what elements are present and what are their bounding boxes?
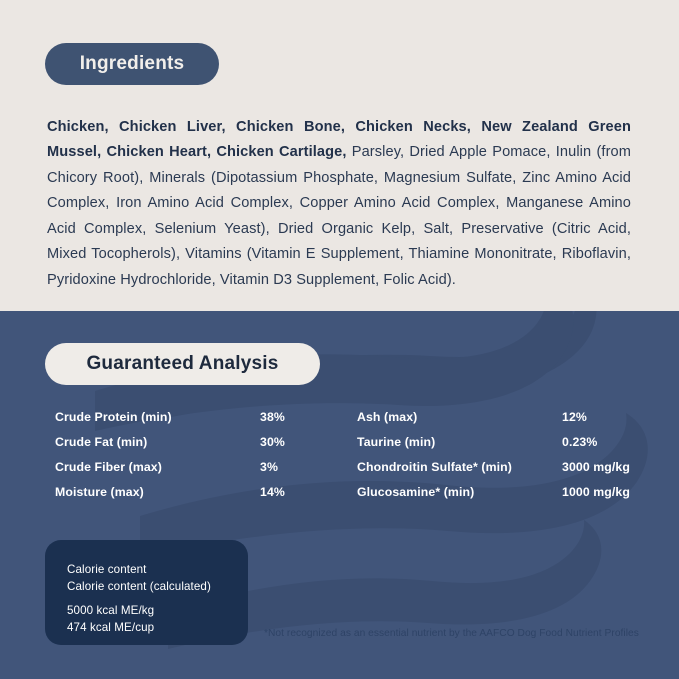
guaranteed-analysis-table: Crude Protein (min) 38% Ash (max) 12% Cr… xyxy=(55,404,655,504)
nutrient-label: Crude Fat (min) xyxy=(55,434,148,449)
table-row: Crude Protein (min) 38% Ash (max) 12% xyxy=(55,404,655,429)
ingredients-secondary-text: Parsley, Dried Apple Pomace, Inulin (fro… xyxy=(47,144,631,288)
nutrient-value: 1000 mg/kg xyxy=(562,484,630,499)
nutrient-label: Crude Fiber (max) xyxy=(55,459,162,474)
nutrient-label: Taurine (min) xyxy=(357,434,436,449)
nutrient-value: 12% xyxy=(562,409,587,424)
nutrient-label: Glucosamine* (min) xyxy=(357,484,475,499)
ingredients-heading-pill: Ingredients xyxy=(45,43,219,85)
table-row: Crude Fiber (max) 3% Chondroitin Sulfate… xyxy=(55,454,655,479)
ingredients-text: Chicken, Chicken Liver, Chicken Bone, Ch… xyxy=(47,115,631,294)
nutrient-label: Ash (max) xyxy=(357,409,418,424)
table-cell-group-left: Crude Fiber (max) 3% xyxy=(55,460,357,474)
table-cell-group-left: Moisture (max) 14% xyxy=(55,485,357,499)
table-cell-group-left: Crude Protein (min) 38% xyxy=(55,410,357,424)
table-row: Crude Fat (min) 30% Taurine (min) 0.23% xyxy=(55,429,655,454)
aafco-footnote: *Not recognized as an essential nutrient… xyxy=(264,628,639,639)
calorie-value-per-kg: 5000 kcal ME/kg xyxy=(67,604,155,617)
ingredients-primary-text: Chicken, Chicken Liver, Chicken Bone, Ch… xyxy=(47,118,631,161)
ingredients-heading-label: Ingredients xyxy=(79,53,185,74)
nutrient-value: 3% xyxy=(260,459,278,474)
calorie-content-subtitle: Calorie content (calculated) xyxy=(67,579,211,593)
nutrient-value: 30% xyxy=(260,434,285,449)
table-cell-group-left: Crude Fat (min) 30% xyxy=(55,435,357,449)
guaranteed-analysis-heading-pill: Guaranteed Analysis xyxy=(45,343,320,385)
nutrient-value: 38% xyxy=(260,409,285,424)
table-cell-group-right: Glucosamine* (min) 1000 mg/kg xyxy=(357,485,655,499)
calorie-value-per-cup: 474 kcal ME/cup xyxy=(67,620,155,634)
nutrient-value: 3000 mg/kg xyxy=(562,459,630,474)
nutrient-value: 0.23% xyxy=(562,434,598,449)
nutrient-label: Crude Protein (min) xyxy=(55,409,172,424)
table-row: Moisture (max) 14% Glucosamine* (min) 10… xyxy=(55,479,655,504)
table-cell-group-right: Chondroitin Sulfate* (min) 3000 mg/kg xyxy=(357,460,655,474)
guaranteed-analysis-heading-label: Guaranteed Analysis xyxy=(86,353,279,374)
nutrient-value: 14% xyxy=(260,484,285,499)
table-cell-group-right: Ash (max) 12% xyxy=(357,410,655,424)
table-cell-group-right: Taurine (min) 0.23% xyxy=(357,435,655,449)
calorie-content-spacer xyxy=(67,595,248,603)
nutrient-label: Chondroitin Sulfate* (min) xyxy=(357,459,512,474)
nutrient-label: Moisture (max) xyxy=(55,484,144,499)
calorie-content-box: Calorie content Calorie content (calcula… xyxy=(45,540,248,645)
ingredients-section: Ingredients Chicken, Chicken Liver, Chic… xyxy=(0,0,679,311)
calorie-content-title: Calorie content xyxy=(67,563,147,576)
